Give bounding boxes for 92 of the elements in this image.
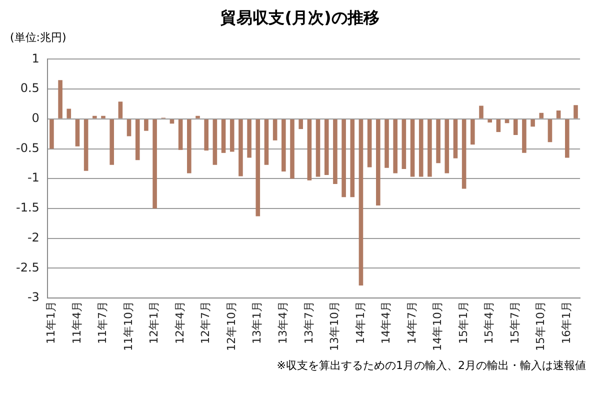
bar	[221, 119, 226, 153]
y-tick-label: -3	[27, 290, 40, 304]
bar	[436, 119, 440, 164]
bar	[84, 119, 88, 171]
bar	[548, 119, 552, 142]
bar	[256, 119, 260, 216]
x-tick-label: 12年1月	[148, 301, 161, 344]
x-tick-label: 13年4月	[276, 301, 290, 344]
bar	[307, 119, 312, 180]
bar	[212, 119, 218, 165]
x-tick-label: 14年4月	[380, 301, 393, 344]
y-tick-label: 0.5	[20, 81, 40, 96]
bar	[196, 116, 200, 118]
x-tick-label: 11年7月	[96, 301, 110, 344]
x-tick-label: 15年7月	[508, 301, 522, 344]
y-tick-label: -0.5	[16, 140, 40, 155]
bar	[230, 119, 234, 152]
x-tick-label: 15年4月	[482, 301, 496, 344]
bar	[247, 119, 252, 158]
x-tick-label: 15年1月	[456, 301, 470, 344]
bar	[282, 119, 286, 172]
bar	[238, 119, 243, 176]
y-tick-label: -1	[27, 170, 40, 185]
x-tick-label: 11年1月	[44, 301, 58, 344]
bar	[204, 119, 208, 151]
bar	[118, 102, 123, 118]
x-tick-label: 12年7月	[199, 301, 212, 344]
x-tick-label: 11年4月	[70, 301, 84, 344]
bar	[358, 119, 364, 286]
bar	[144, 119, 148, 131]
bar	[135, 119, 140, 160]
bar	[565, 119, 570, 158]
bar	[298, 119, 303, 130]
bar	[126, 119, 132, 136]
x-tick-label: 15年10月	[534, 301, 548, 352]
bar	[367, 119, 372, 168]
bar	[342, 119, 346, 198]
y-axis-title: (単位:兆円)	[9, 30, 68, 44]
x-tick-label: 13年7月	[302, 301, 316, 344]
bar	[92, 116, 97, 118]
text: ※収支を算出するための1月の輸入、2月の輸出・輸入は速報値	[276, 358, 587, 373]
bar	[556, 110, 561, 118]
bar	[187, 119, 192, 174]
bar	[50, 119, 54, 149]
bar	[488, 119, 492, 122]
x-tick-label: 16年1月	[560, 301, 574, 344]
x-tick-label: 14年10月	[431, 301, 444, 352]
bar	[333, 119, 338, 184]
y-tick-label: 1	[32, 51, 40, 66]
bar	[574, 105, 578, 118]
bar	[479, 106, 484, 118]
bar	[410, 119, 415, 177]
x-tick-label: 14年7月	[405, 301, 418, 344]
bar	[350, 119, 355, 198]
bar	[418, 119, 424, 177]
bar	[530, 119, 535, 127]
bar	[316, 119, 320, 177]
bar	[428, 119, 432, 177]
chart-title: 貿易収支(月次)の推移	[220, 8, 380, 29]
y-tick-label: -1.5	[16, 200, 40, 215]
bar	[376, 119, 380, 206]
bar	[75, 119, 80, 146]
bar	[393, 119, 398, 174]
bar	[539, 112, 544, 118]
bar	[462, 119, 466, 189]
bar	[272, 119, 278, 140]
bar	[58, 80, 62, 118]
bar	[66, 108, 72, 118]
x-tick-label: 11年10月	[122, 301, 135, 352]
bar	[290, 119, 294, 179]
y-tick-label: -2	[27, 230, 40, 244]
bar	[522, 119, 526, 153]
bar	[178, 119, 183, 150]
bar	[496, 119, 501, 132]
bar	[110, 119, 114, 165]
bar	[453, 119, 458, 158]
x-tick-label: 14年1月	[354, 301, 367, 344]
bar	[264, 119, 269, 165]
y-tick-label: -2.5	[16, 260, 40, 274]
bar	[384, 119, 389, 168]
bar	[152, 119, 157, 208]
x-tick-label: 13年10月	[328, 301, 342, 352]
x-tick-label: 13年1月	[250, 301, 264, 344]
bar	[513, 119, 518, 136]
bar	[101, 116, 106, 118]
x-tick-label: 12年10月	[224, 301, 238, 352]
y-tick-label: 0	[32, 111, 40, 126]
bar	[324, 119, 329, 176]
bar	[470, 119, 475, 145]
x-tick-label: 12年4月	[173, 301, 186, 344]
bar	[402, 119, 406, 170]
bar	[444, 119, 450, 174]
